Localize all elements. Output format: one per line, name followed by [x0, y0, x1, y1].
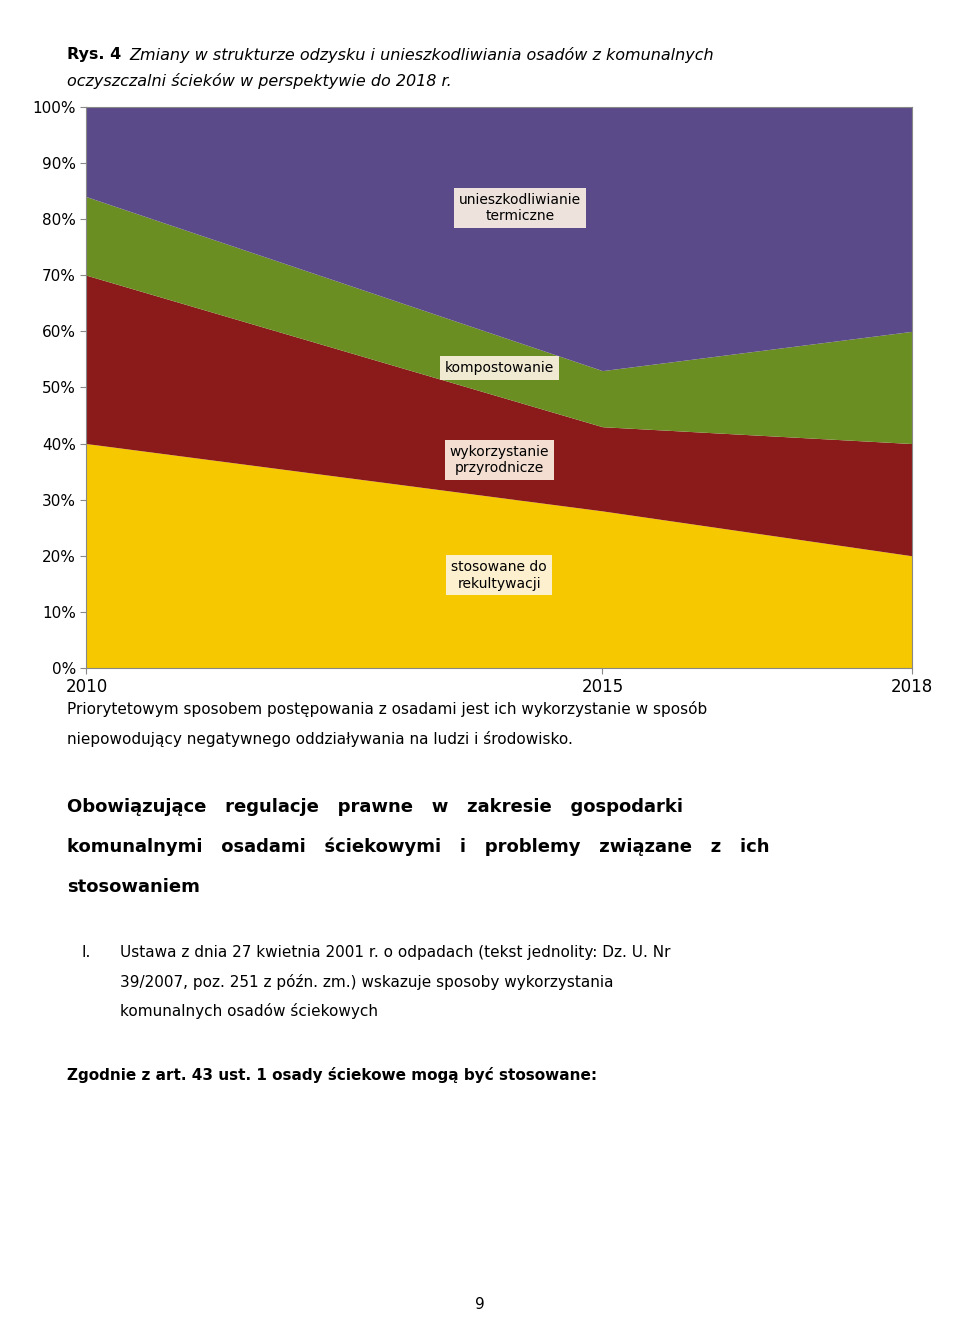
Text: oczyszczalni ścieków w perspektywie do 2018 r.: oczyszczalni ścieków w perspektywie do 2…: [67, 73, 452, 90]
Text: niepowodujący negatywnego oddziaływania na ludzi i środowisko.: niepowodujący negatywnego oddziaływania …: [67, 731, 573, 747]
Text: wykorzystanie
przyrodnicze: wykorzystanie przyrodnicze: [449, 445, 549, 476]
Text: 9: 9: [475, 1297, 485, 1312]
Text: komunalnymi   osadami   ściekowymi   i   problemy   związane   z   ich: komunalnymi osadami ściekowymi i problem…: [67, 838, 770, 856]
Text: komunalnych osadów ściekowych: komunalnych osadów ściekowych: [120, 1003, 378, 1019]
Text: 39/2007, poz. 251 z późn. zm.) wskazuje sposoby wykorzystania: 39/2007, poz. 251 z późn. zm.) wskazuje …: [120, 974, 613, 990]
Text: Rys. 4: Rys. 4: [67, 47, 127, 61]
Text: unieszkodliwianie
termiczne: unieszkodliwianie termiczne: [459, 192, 581, 223]
Text: stosowaniem: stosowaniem: [67, 878, 200, 895]
Text: Obowiązujące   regulacje   prawne   w   zakresie   gospodarki: Obowiązujące regulacje prawne w zakresie…: [67, 798, 684, 815]
Text: Priorytetowym sposobem postępowania z osadami jest ich wykorzystanie w sposób: Priorytetowym sposobem postępowania z os…: [67, 701, 708, 717]
Text: stosowane do
rekultywacji: stosowane do rekultywacji: [451, 560, 547, 591]
Text: I.: I.: [82, 945, 91, 959]
Text: Zmiany w strukturze odzysku i unieszkodliwiania osadów z komunalnych: Zmiany w strukturze odzysku i unieszkodl…: [130, 47, 714, 63]
Text: Zgodnie z art. 43 ust. 1 osady ściekowe mogą być stosowane:: Zgodnie z art. 43 ust. 1 osady ściekowe …: [67, 1067, 597, 1083]
Text: kompostowanie: kompostowanie: [444, 361, 554, 375]
Text: Ustawa z dnia 27 kwietnia 2001 r. o odpadach (tekst jednolity: Dz. U. Nr: Ustawa z dnia 27 kwietnia 2001 r. o odpa…: [120, 945, 670, 959]
